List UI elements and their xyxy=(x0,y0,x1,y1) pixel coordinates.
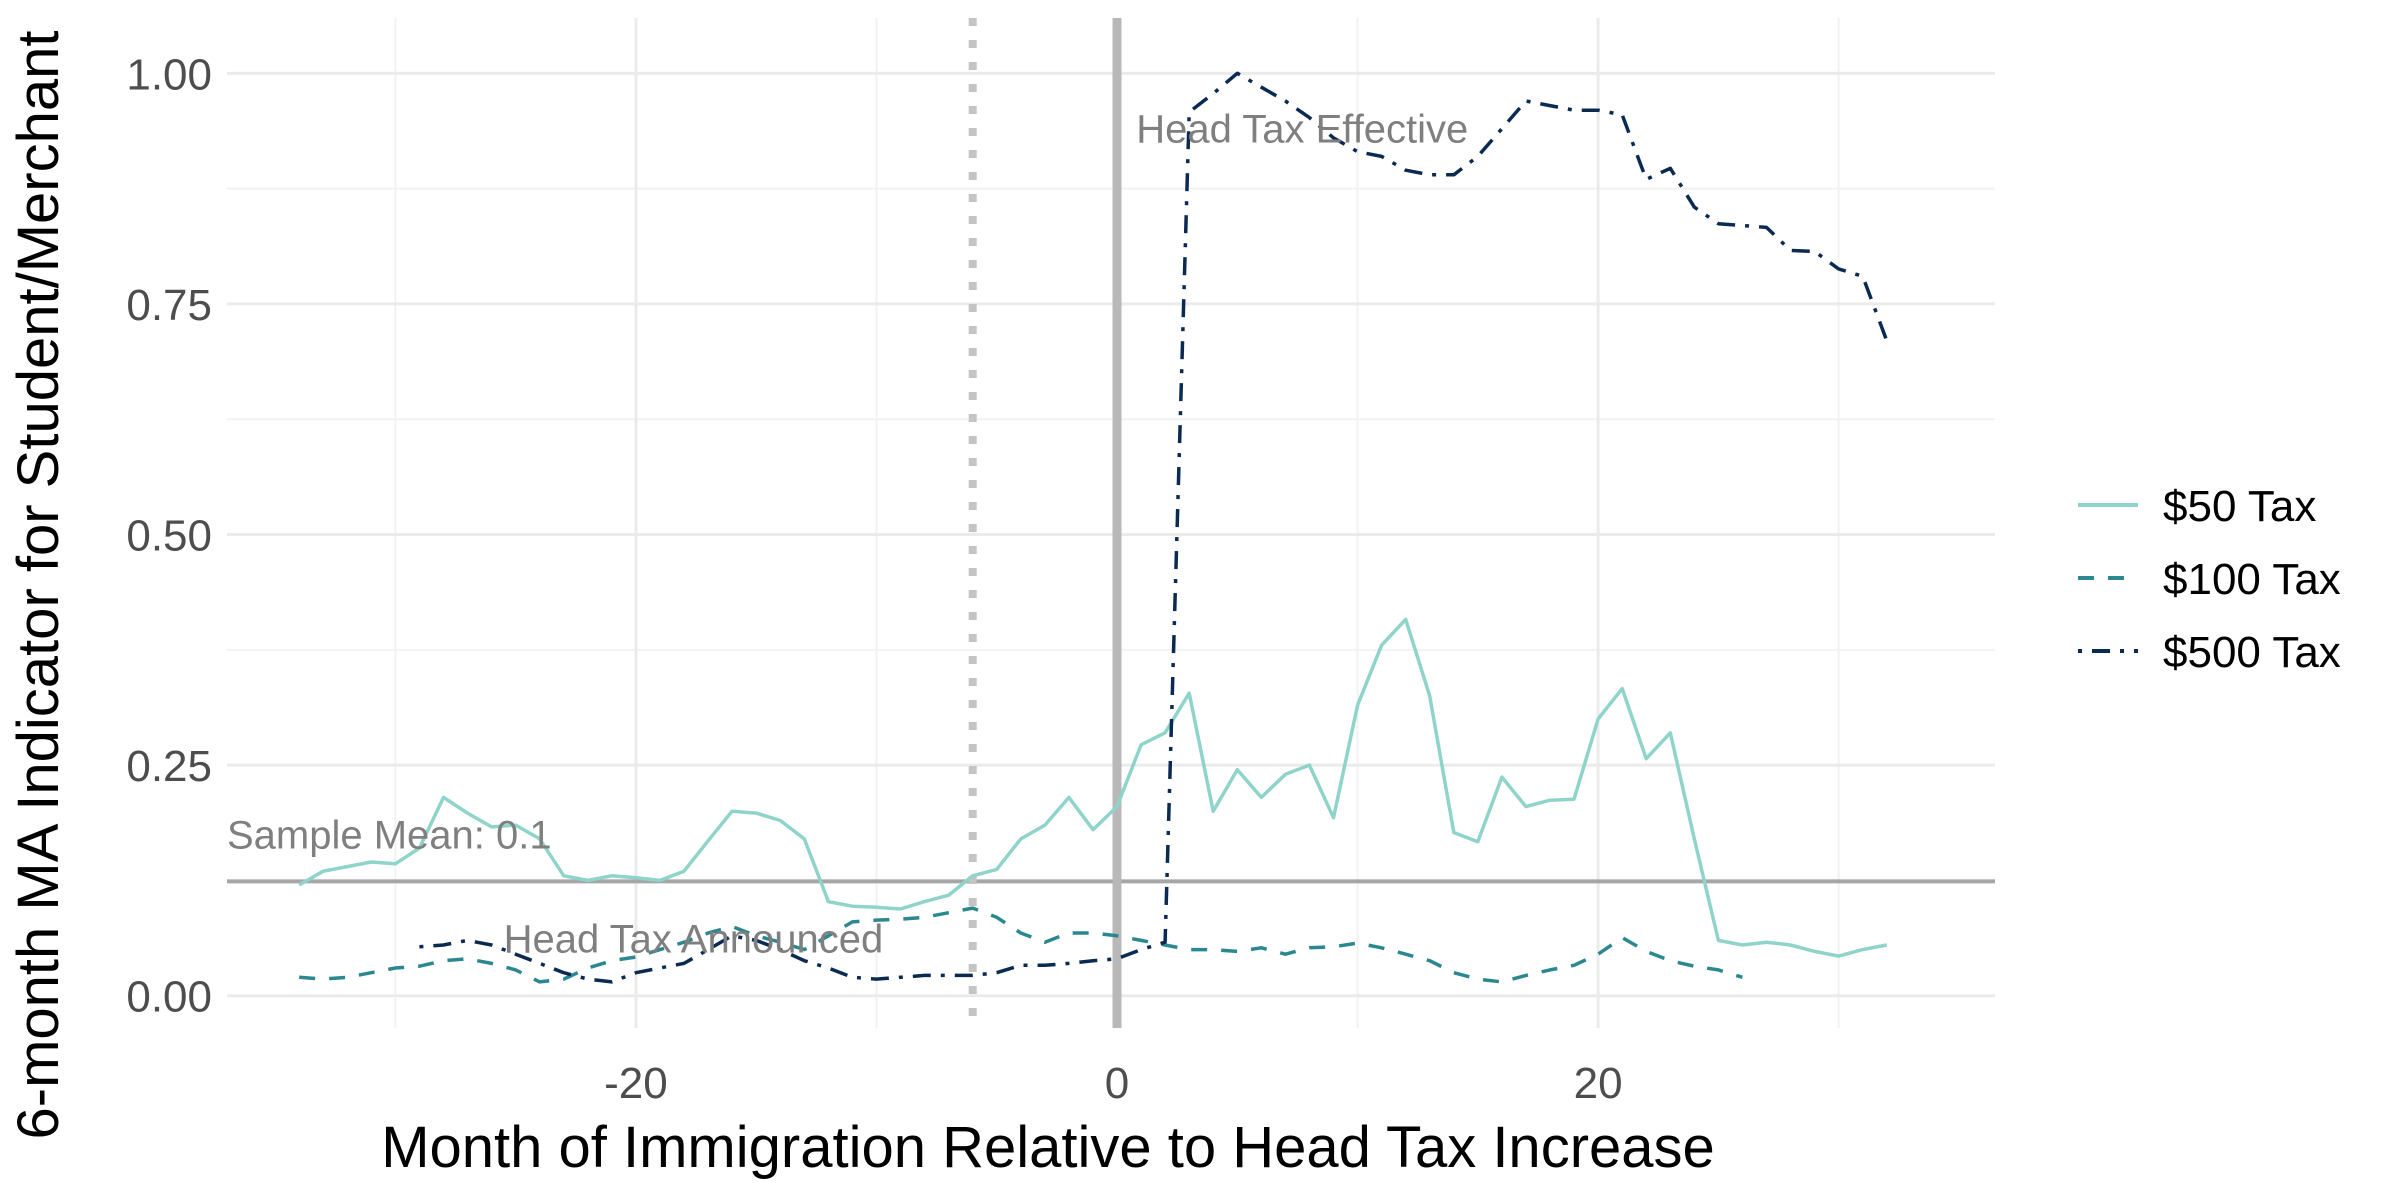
series-line-3 xyxy=(419,71,1889,984)
series-line-2 xyxy=(299,906,1743,984)
x-axis-title: Month of Immigration Relative to Head Ta… xyxy=(381,1115,1715,1180)
reference-lines xyxy=(227,18,1995,1028)
x-tick-label: -20 xyxy=(604,1059,668,1108)
y-axis-title: 6-month MA Indicator for Student/Merchan… xyxy=(6,31,71,1140)
y-tick-label: 0.50 xyxy=(126,512,212,561)
series-layer xyxy=(298,71,1889,984)
x-tick-labels: -20 0 20 xyxy=(604,1059,1622,1108)
x-tick-label: 0 xyxy=(1105,1059,1129,1108)
legend-label-2: $100 Tax xyxy=(2163,555,2341,604)
y-tick-label: 1.00 xyxy=(126,50,212,99)
sample-mean-label: Sample Mean: 0.1 xyxy=(227,813,552,857)
y-tick-label: 0.25 xyxy=(126,742,212,791)
y-tick-labels: 0.00 0.25 0.50 0.75 1.00 xyxy=(126,50,212,1021)
y-tick-label: 0.00 xyxy=(126,973,212,1022)
y-tick-label: 0.75 xyxy=(126,281,212,330)
x-tick-label: 20 xyxy=(1574,1059,1623,1108)
grid-minor xyxy=(227,18,1995,1028)
legend-label-1: $50 Tax xyxy=(2163,482,2316,531)
grid-major xyxy=(227,18,1995,1028)
legend-label-3: $500 Tax xyxy=(2163,628,2341,677)
series-line-1 xyxy=(298,617,1888,958)
head-tax-effective-label: Head Tax Effective xyxy=(1136,108,1468,152)
legend: $50 Tax $100 Tax $500 Tax xyxy=(2078,482,2341,677)
head-tax-announced-label: Head Tax Announced xyxy=(504,918,884,962)
annotations: Sample Mean: 0.1 Head Tax Announced Head… xyxy=(227,108,1468,962)
